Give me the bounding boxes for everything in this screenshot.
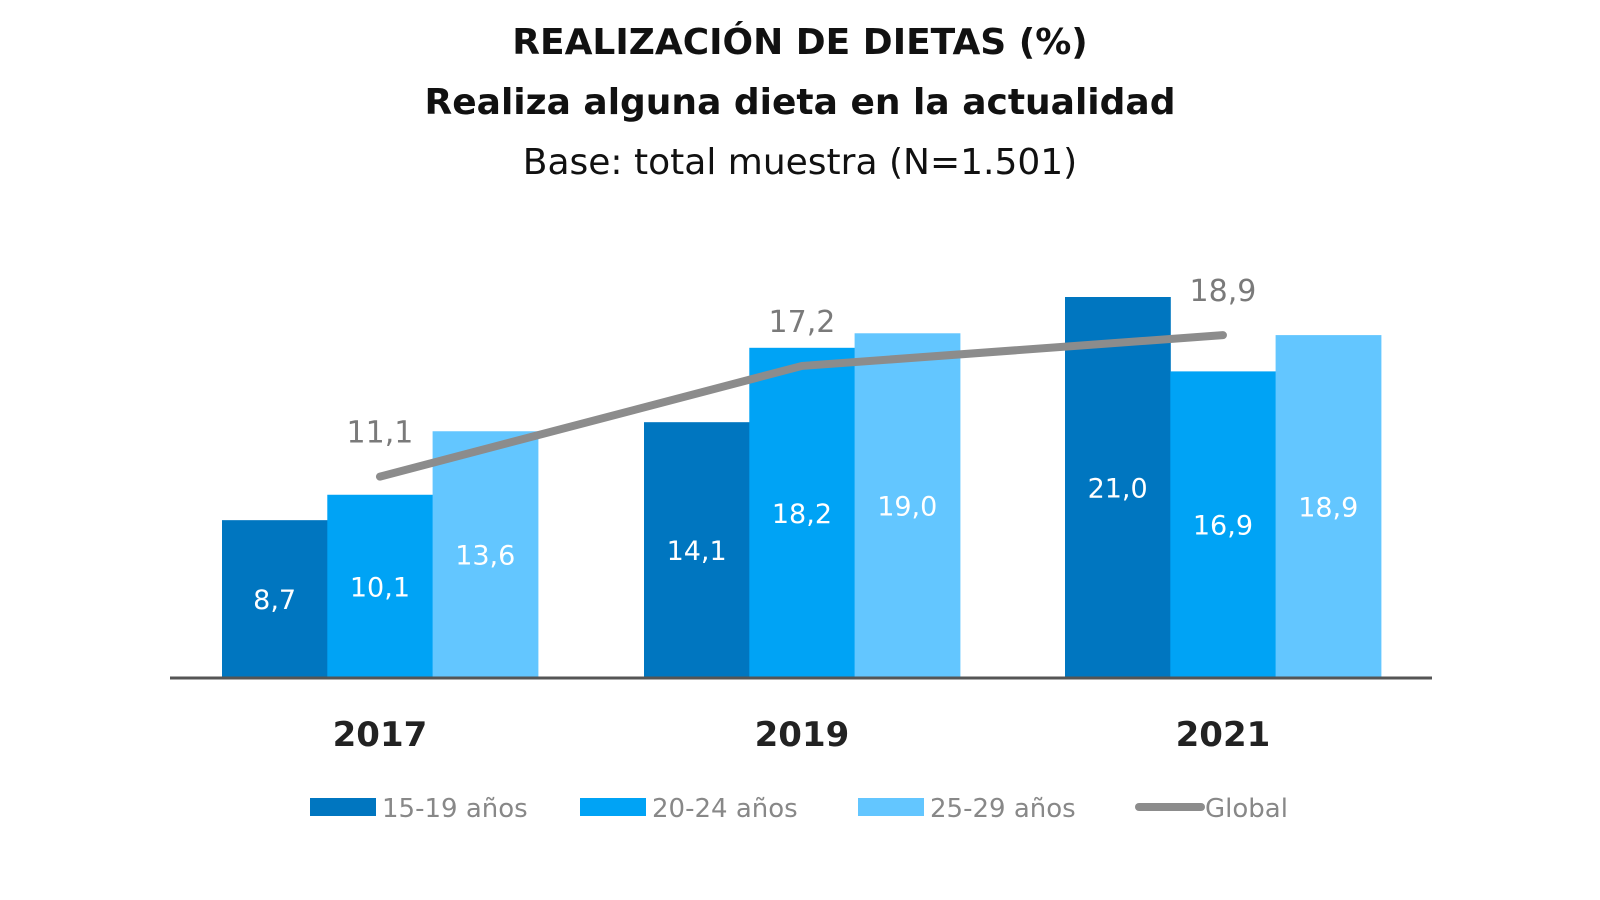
legend-label: 15-19 años [382,794,528,824]
bar-label: 21,0 [1088,474,1148,505]
bar-label: 13,6 [455,541,515,572]
global-point-label: 11,1 [347,416,414,451]
legend-swatch-3 [858,798,924,816]
bar-label: 18,2 [772,499,832,530]
legend-label: 25-29 años [930,794,1076,824]
bar-2019-2 [749,347,856,678]
bar-label: 10,1 [350,572,410,603]
x-tick-label: 2021 [1176,715,1271,755]
bar-label: 18,9 [1298,493,1358,524]
legend-swatch-1 [310,798,376,816]
x-tick-label: 2019 [755,715,850,755]
bar-2017-2 [327,494,434,678]
bar-2021-1 [1065,297,1171,678]
bar-2021-3 [1275,335,1382,678]
global-point-label: 18,9 [1190,274,1257,309]
bar-label: 8,7 [253,585,296,616]
bar-2017-3 [432,431,539,678]
chart-title: REALIZACIÓN DE DIETAS (%) [512,22,1088,63]
legend-swatch-2 [580,798,646,816]
legend-label: 20-24 años [652,794,798,824]
bar-2021-2 [1170,371,1277,678]
chart-subtitle: Realiza alguna dieta en la actualidad [424,82,1176,123]
legend-label: Global [1205,794,1288,824]
bar-label: 19,0 [877,492,937,523]
global-line [375,331,1227,481]
x-tick-label: 2017 [333,715,428,755]
bar-2017-1 [222,520,328,678]
chart-base-note: Base: total muestra (N=1.501) [522,142,1078,183]
bar-2019-1 [644,422,750,678]
bar-label: 14,1 [667,536,727,567]
bar-2019-3 [854,333,961,678]
global-point-label: 17,2 [769,305,836,340]
bar-label: 16,9 [1193,511,1253,542]
